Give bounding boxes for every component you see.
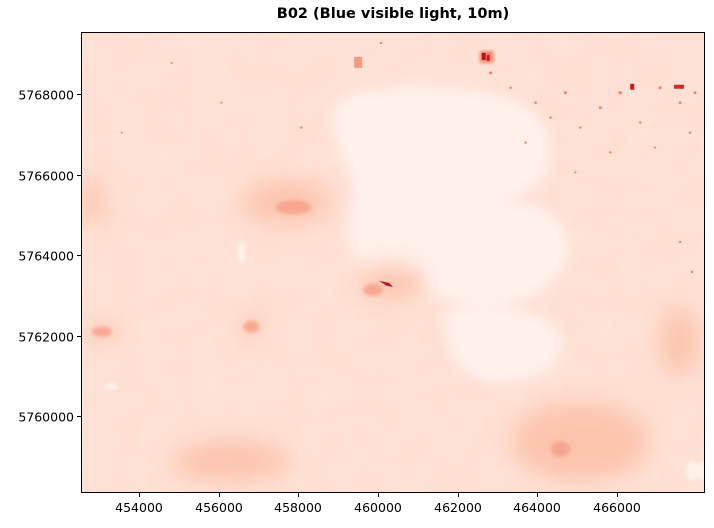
x-tick-label: 454000 [115, 500, 163, 515]
x-tick-mark [458, 493, 459, 497]
x-tick-label: 462000 [434, 500, 482, 515]
plot-area [81, 32, 705, 493]
y-tick-label: 5768000 [18, 87, 74, 103]
y-tick-label: 5766000 [18, 168, 74, 184]
y-tick-mark [77, 336, 81, 337]
y-tick-label: 5764000 [18, 248, 74, 264]
x-tick-label: 464000 [513, 500, 561, 515]
x-tick-label: 458000 [274, 500, 322, 515]
x-tick-mark [537, 493, 538, 497]
x-tick-mark [298, 493, 299, 497]
x-tick-mark [219, 493, 220, 497]
satellite-raster-image [82, 33, 704, 492]
y-tick-mark [77, 416, 81, 417]
x-tick-label: 456000 [195, 500, 243, 515]
y-tick-mark [77, 175, 81, 176]
chart-title: B02 (Blue visible light, 10m) [276, 6, 510, 22]
x-tick-label: 466000 [593, 500, 641, 515]
y-tick-label: 5762000 [18, 329, 74, 345]
y-tick-mark [77, 94, 81, 95]
x-tick-mark [139, 493, 140, 497]
x-tick-label: 460000 [354, 500, 402, 515]
x-tick-mark [378, 493, 379, 497]
y-tick-label: 5760000 [18, 409, 74, 425]
y-tick-mark [77, 255, 81, 256]
x-tick-mark [617, 493, 618, 497]
